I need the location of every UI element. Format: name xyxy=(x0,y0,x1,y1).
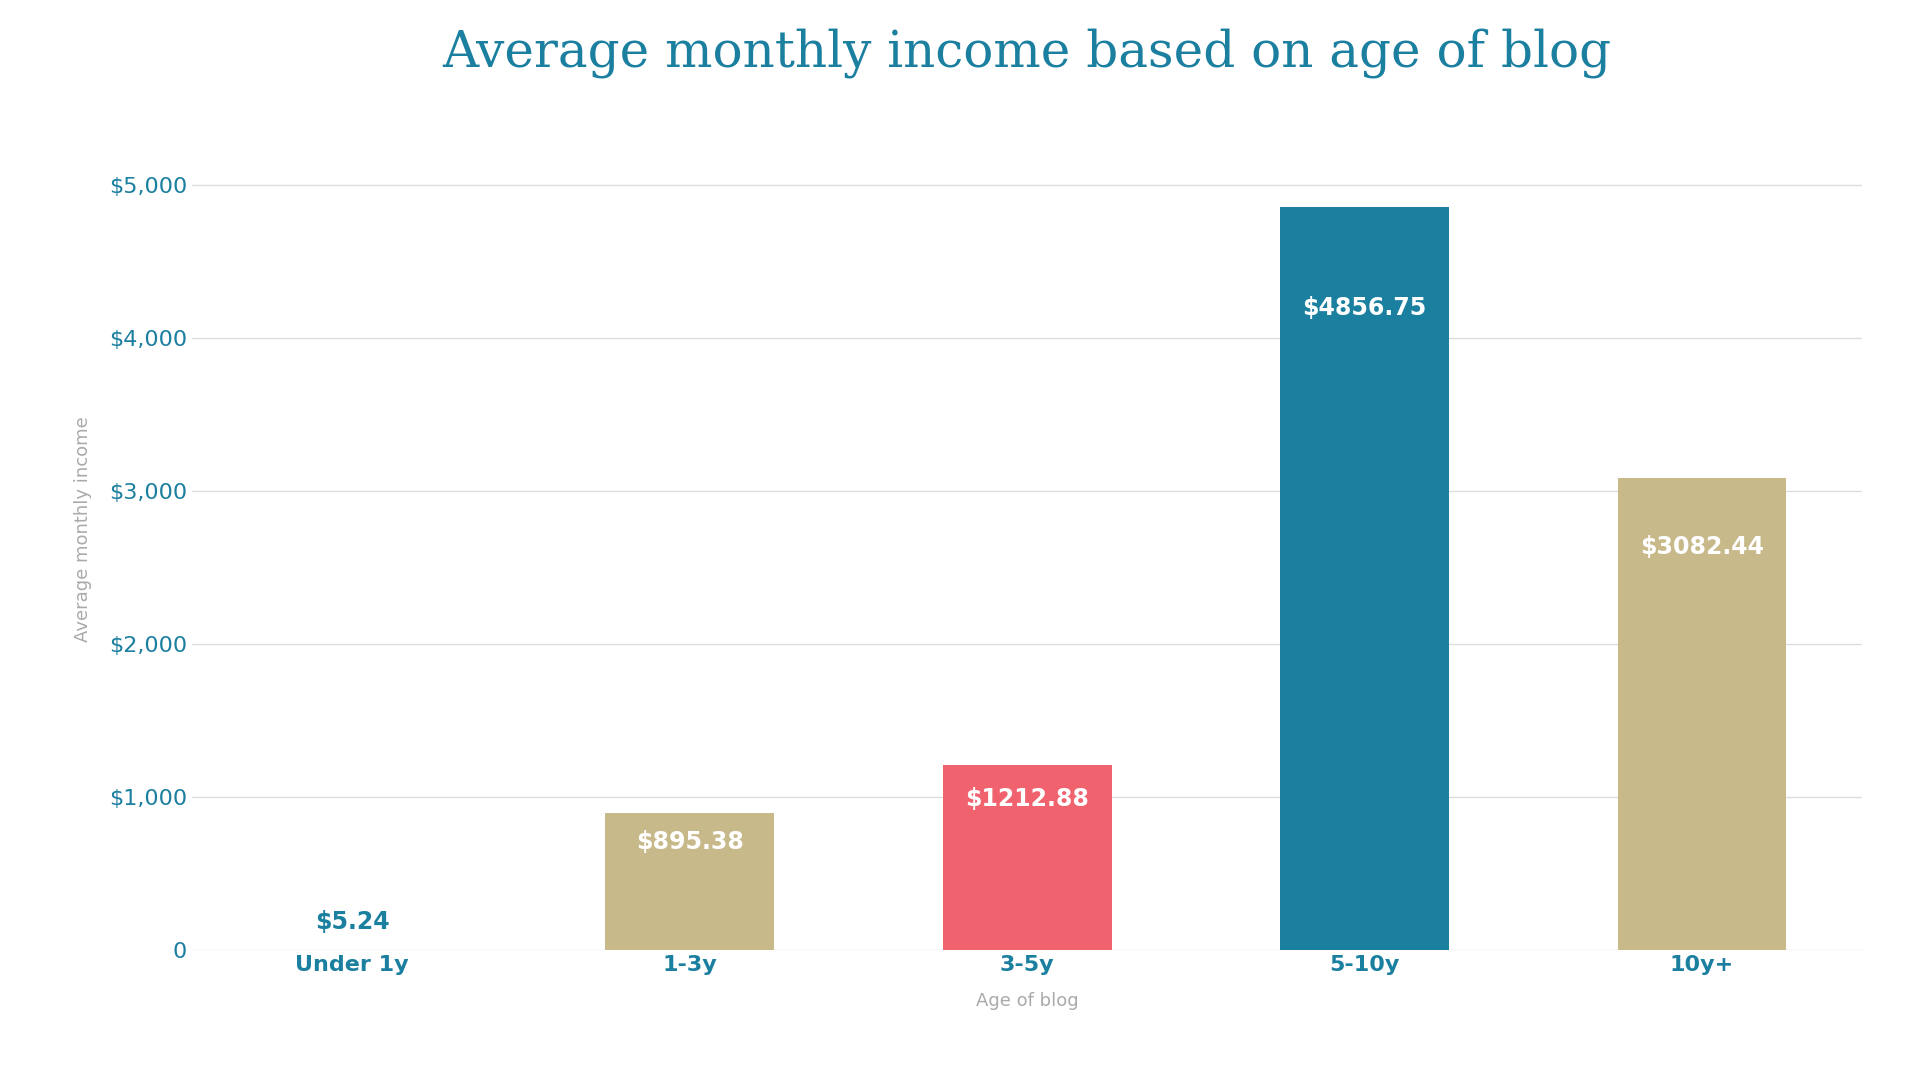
Text: $1212.88: $1212.88 xyxy=(966,787,1089,811)
Text: $4856.75: $4856.75 xyxy=(1302,296,1427,320)
Bar xyxy=(1619,478,1786,950)
Bar xyxy=(605,813,774,950)
Text: $3082.44: $3082.44 xyxy=(1640,535,1764,559)
Title: Average monthly income based on age of blog: Average monthly income based on age of b… xyxy=(444,28,1611,78)
Bar xyxy=(943,765,1112,950)
Y-axis label: Average monthly income: Average monthly income xyxy=(75,416,92,643)
Text: $5.24: $5.24 xyxy=(315,910,390,934)
X-axis label: Age of blog: Age of blog xyxy=(975,991,1079,1010)
Text: $895.38: $895.38 xyxy=(636,829,743,853)
Bar xyxy=(1281,206,1450,950)
